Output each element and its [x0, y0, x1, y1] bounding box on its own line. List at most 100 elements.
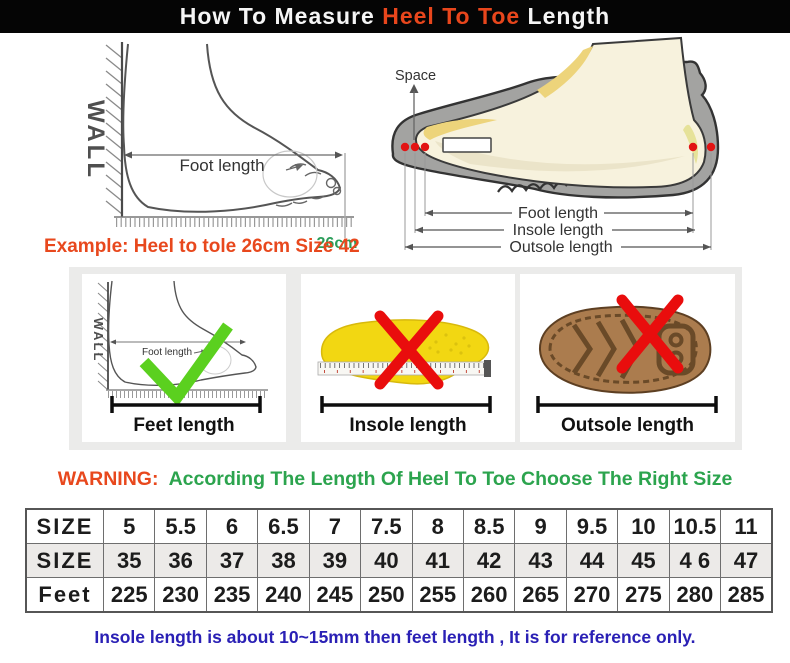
foot-outline: [107, 280, 257, 386]
size-table-row: Feet 225 230 235 240 245 250 255 260 265 270 275 280…: [25, 577, 773, 613]
size-table-cell: 38: [257, 543, 310, 578]
size-table-cell: 260: [462, 577, 516, 613]
arrowhead: [405, 243, 413, 251]
size-table-cell: 8: [411, 508, 464, 544]
size-table-cell: 9: [514, 508, 567, 544]
wall-label: WALL: [82, 100, 109, 180]
small-arrowhead: [295, 164, 303, 171]
space-arrowhead: [409, 84, 419, 93]
measure-bracket: [110, 396, 262, 413]
size-table-body: SIZE 5 5.5 6 6.5 7 7.5 8 8.5 9 9.5 10 10.5 11 SIZE 35 36…: [25, 508, 773, 613]
size-table-cell: 41: [411, 543, 464, 578]
size-table-cell: 37: [205, 543, 259, 578]
size-table-cell: 255: [411, 577, 464, 613]
tape-end: [484, 360, 491, 377]
size-table-cell: 265: [514, 577, 567, 613]
size-table-row: SIZE 35 36 37 38 39 40 41 42 43 44 45 4 6 47: [25, 543, 773, 578]
panel-feet-length: WALL Foot length Feet length: [82, 274, 286, 442]
space-label: Space: [395, 68, 436, 84]
panel-outsole-length: Outsole length: [520, 274, 735, 442]
wall-hatching: [97, 282, 109, 391]
panel-label-feet: Feet length: [133, 415, 235, 436]
size-table-cell: 7: [308, 508, 362, 544]
mark-26cm-label: 26cm: [317, 235, 358, 252]
size-table-cell: 250: [360, 577, 413, 613]
size-table-cell: 275: [617, 577, 670, 613]
example-text: Example: Heel to tole 26cm Size 42: [44, 236, 360, 257]
title-suffix: Length: [520, 3, 611, 29]
warning-text: According The Length Of Heel To Toe Choo…: [168, 468, 733, 490]
size-table-cell: 44: [565, 543, 619, 578]
warning-spacer: [158, 468, 168, 490]
label-bg: [504, 221, 612, 238]
size-table-cell: 240: [257, 577, 310, 613]
panel-insole-length: Insole length: [301, 274, 515, 442]
toe-tab: [442, 137, 492, 153]
size-table-cell: 8.5: [462, 508, 516, 544]
wall-label: WALL: [91, 318, 106, 363]
arrowhead: [687, 226, 695, 234]
title-bar: How To Measure Heel To Toe Length: [0, 0, 790, 33]
shoe-insole-length-label: Insole length: [513, 222, 604, 239]
size-table-cell: 43: [514, 543, 567, 578]
insole-photo-diagram: [317, 310, 492, 413]
arrowhead: [110, 339, 116, 345]
size-table-cell: 11: [720, 508, 773, 544]
panel-label-outsole: Outsole length: [561, 415, 694, 436]
size-table-cell: 5: [102, 508, 156, 544]
panel-label-insole: Insole length: [349, 415, 467, 436]
measure-bracket: [535, 396, 718, 413]
size-table-cell: 5.5: [154, 508, 207, 544]
title-highlight: Heel To Toe: [382, 3, 521, 29]
size-table-cell: 4 6: [668, 543, 722, 578]
shoe-foot-length-label: Foot length: [518, 205, 598, 222]
size-table-cell: 40: [360, 543, 413, 578]
size-table-cell: 7.5: [360, 508, 413, 544]
wall-hatching: [105, 44, 123, 215]
check-mark: [139, 322, 233, 407]
arrowhead: [415, 226, 423, 234]
toe-lining: [423, 118, 497, 140]
footnote: Insole length is about 10~15mm then feet…: [94, 627, 696, 647]
size-table-cell: 6: [205, 508, 259, 544]
arrowhead: [240, 339, 246, 345]
size-table-cell: 280: [668, 577, 722, 613]
size-table-cell: 45: [617, 543, 670, 578]
label-bg: [501, 238, 621, 255]
size-table-cell: 36: [154, 543, 207, 578]
arrowhead-right: [335, 151, 343, 159]
size-table-cell: 35: [102, 543, 156, 578]
foot-wall-measure-diagram: WALL Foot length 26cm: [82, 42, 358, 252]
outsole-shape: [538, 305, 711, 394]
arrowhead: [425, 209, 433, 217]
size-table-cell: 47: [720, 543, 773, 578]
size-table: SIZE 5 5.5 6 6.5 7 7.5 8 8.5 9 9.5 10 10.5 11 SIZE 35 36…: [25, 508, 773, 613]
collar-lining: [537, 46, 593, 98]
insole-texture: [424, 333, 471, 355]
measure-bracket: [320, 396, 492, 413]
guide-lines: [404, 153, 712, 250]
size-table-cell: 9.5: [565, 508, 619, 544]
measure-dots: [400, 142, 716, 152]
size-table-row-header: SIZE: [25, 508, 104, 544]
size-table-cell: 42: [462, 543, 516, 578]
label-bg: [512, 204, 604, 221]
size-table-row-header: SIZE: [25, 543, 104, 578]
arrowhead: [685, 209, 693, 217]
size-table-cell: 230: [154, 577, 207, 613]
size-table-cell: 225: [102, 577, 156, 613]
size-table-cell: 245: [308, 577, 362, 613]
arrowhead-left: [124, 151, 132, 159]
cross-mark: [616, 294, 683, 374]
size-table-row: SIZE 5 5.5 6 6.5 7 7.5 8 8.5 9 9.5 10 10.5 11: [25, 508, 773, 544]
size-table-cell: 235: [205, 577, 259, 613]
size-table-cell: 270: [565, 577, 619, 613]
outsole-lug-ring: [547, 313, 698, 384]
size-table-cell: 10: [617, 508, 670, 544]
size-table-cell: 39: [308, 543, 362, 578]
foot-outline: [122, 43, 342, 213]
sole-tread-wave: [497, 181, 568, 193]
size-table-cell: 6.5: [257, 508, 310, 544]
foot-length-label: Foot length: [179, 156, 264, 175]
